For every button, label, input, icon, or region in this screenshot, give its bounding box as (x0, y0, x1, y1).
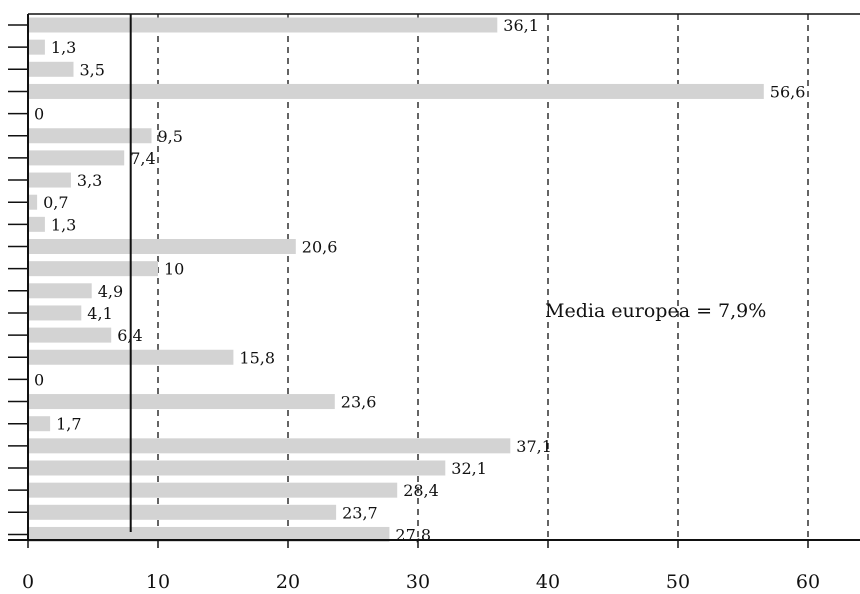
bar (28, 61, 74, 77)
x-tick-label: 10 (146, 571, 170, 593)
data-label: 10 (164, 260, 184, 279)
bar (28, 150, 125, 166)
bar (28, 526, 390, 542)
data-label: 32,1 (451, 459, 487, 478)
bar (28, 172, 71, 188)
data-label: 0 (34, 370, 44, 389)
bar (28, 305, 82, 321)
data-label: 1,7 (56, 415, 81, 434)
x-tick-label: 0 (22, 571, 34, 593)
bar (28, 17, 498, 33)
bar (28, 327, 112, 343)
bars (28, 17, 764, 542)
bar (28, 504, 337, 520)
data-labels: 36,11,33,556,609,57,43,30,71,320,6104,94… (34, 16, 805, 544)
bar (28, 482, 398, 498)
bar (28, 283, 92, 299)
x-tick-label: 30 (406, 571, 430, 593)
reference-line-label: Media europea = 7,9% (545, 300, 766, 322)
bar (28, 128, 152, 144)
x-tick-label: 40 (536, 571, 560, 593)
bar (28, 216, 45, 232)
data-label: 0,7 (43, 193, 68, 212)
bar (28, 416, 51, 432)
data-label: 36,1 (503, 16, 539, 35)
bar (28, 83, 764, 99)
bar (28, 239, 296, 254)
bar (28, 438, 511, 454)
axes (8, 13, 860, 548)
data-label: 3,3 (77, 171, 102, 190)
bar (28, 460, 446, 476)
data-label: 0 (34, 105, 44, 124)
data-label: 4,1 (87, 304, 112, 323)
x-tick-label: 50 (666, 571, 690, 593)
bar (28, 261, 158, 277)
data-label: 3,5 (80, 60, 105, 79)
x-tick-label: 60 (796, 571, 820, 593)
data-label: 7,4 (130, 149, 155, 168)
data-label: 9,5 (158, 127, 183, 146)
bar (28, 39, 45, 55)
data-label: 15,8 (239, 348, 275, 367)
data-label: 28,4 (403, 481, 439, 500)
data-label: 4,9 (98, 282, 123, 301)
data-label: 1,3 (51, 38, 76, 57)
bar (28, 394, 335, 410)
bar (28, 194, 38, 210)
data-label: 56,6 (770, 82, 806, 101)
data-label: 37,1 (516, 437, 552, 456)
x-axis-tick-labels: 0 10 20 30 40 50 60 (22, 571, 820, 593)
data-label: 1,3 (51, 215, 76, 234)
reference-line-group: Media europea = 7,9% (129, 14, 766, 532)
data-label: 23,7 (342, 503, 378, 522)
data-label: 27,8 (395, 525, 431, 544)
data-label: 20,6 (302, 238, 338, 257)
data-label: 23,6 (341, 393, 377, 412)
x-tick-label: 20 (276, 571, 300, 593)
